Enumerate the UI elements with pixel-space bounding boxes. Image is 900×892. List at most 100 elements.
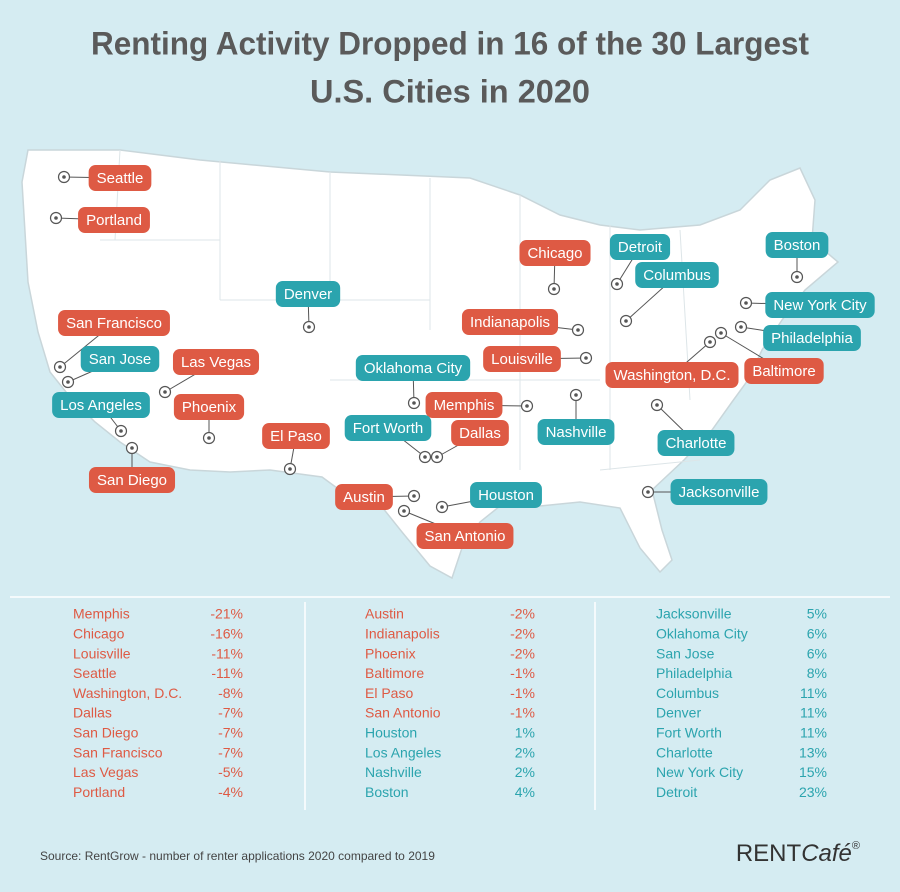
label-box: [173, 394, 245, 420]
logo-part: Café: [801, 840, 852, 867]
pin-dot: [615, 282, 619, 286]
city-label: San Diego: [88, 467, 176, 493]
city-label: Denver: [275, 281, 341, 307]
city-label: San Antonio: [416, 523, 514, 549]
pin-dot: [576, 328, 580, 332]
pin-dot: [440, 505, 444, 509]
pin-dot: [624, 319, 628, 323]
table-city: Chicago: [73, 626, 125, 642]
pin-dot: [795, 275, 799, 279]
logo: RENTCafé®: [736, 840, 860, 867]
table-change: 2%: [515, 744, 535, 760]
city-name: Columbus: [643, 267, 711, 284]
pin-dot: [552, 287, 556, 291]
city-label: Columbus: [635, 262, 719, 288]
city-label: Charlotte: [657, 430, 735, 456]
city-name: Chicago: [527, 245, 582, 262]
city-name: Boston: [774, 237, 821, 254]
city-name: Las Vegas: [181, 354, 251, 371]
table-city: Denver: [656, 705, 701, 721]
city-name: Portland: [86, 212, 142, 229]
city-name: Charlotte: [666, 435, 727, 452]
label-box: [88, 165, 152, 191]
pin-dot: [584, 356, 588, 360]
pin-dot: [207, 436, 211, 440]
city-label: Jacksonville: [670, 479, 768, 505]
city-label: San Francisco: [58, 310, 170, 336]
city-label: Indianapolis: [461, 309, 559, 335]
table-city: San Antonio: [365, 705, 441, 721]
pin-dot: [58, 365, 62, 369]
city-name: El Paso: [270, 428, 322, 445]
city-label: Seattle: [88, 165, 152, 191]
table-change: 2%: [515, 764, 535, 780]
table-city: El Paso: [365, 685, 413, 701]
table-change: 11%: [800, 685, 827, 701]
table-city: Austin: [365, 606, 404, 622]
city-label: San Jose: [80, 346, 160, 372]
table-city: Philadelphia: [656, 665, 732, 681]
label-box: [262, 423, 330, 449]
pin-dot: [423, 455, 427, 459]
pin-dot: [66, 380, 70, 384]
city-name: Phoenix: [182, 399, 237, 416]
source: Source: RentGrow - number of renter appl…: [40, 849, 435, 863]
table-change: -2%: [510, 645, 535, 661]
city-name: Houston: [478, 487, 534, 504]
label-box: [763, 325, 861, 351]
table-city: Phoenix: [365, 645, 416, 661]
label-box: [461, 309, 559, 335]
table-change: 1%: [515, 725, 535, 741]
table-city: Dallas: [73, 705, 112, 721]
table-change: -2%: [510, 606, 535, 622]
label-box: [605, 362, 739, 388]
city-name: Philadelphia: [771, 330, 853, 347]
city-label: Boston: [765, 232, 829, 258]
pin-dot: [435, 455, 439, 459]
pin-dot: [62, 175, 66, 179]
pins: [49, 170, 804, 518]
label-box: [744, 358, 824, 384]
pin-dot: [744, 301, 748, 305]
label-box: [78, 207, 150, 233]
logo-mark: ®: [852, 840, 860, 852]
table-change: 5%: [807, 606, 827, 622]
city-name: San Francisco: [66, 315, 162, 332]
label-box: [765, 232, 829, 258]
label-box: [451, 420, 509, 446]
city-name: Detroit: [618, 239, 663, 256]
label-box: [537, 419, 615, 445]
label-box: [88, 467, 176, 493]
city-label: Dallas: [451, 420, 509, 446]
city-name: San Jose: [89, 351, 152, 368]
pin-dot: [574, 393, 578, 397]
pin-dot: [163, 390, 167, 394]
table-city: Seattle: [73, 665, 117, 681]
table-change: -8%: [218, 685, 243, 701]
table-change: -1%: [510, 665, 535, 681]
table-city: Jacksonville: [656, 606, 732, 622]
table-change: -16%: [210, 626, 243, 642]
labels: Seattle Portland Chicago Detroit Columbus Bos…: [52, 165, 875, 549]
pin-dot: [402, 509, 406, 513]
label-box: [335, 484, 393, 510]
city-name: San Antonio: [425, 528, 506, 545]
city-label: Detroit: [609, 234, 671, 260]
city-label: Houston: [470, 482, 542, 508]
table-change: -1%: [510, 705, 535, 721]
city-label: Austin: [335, 484, 393, 510]
label-box: [416, 523, 514, 549]
label-box: [483, 346, 561, 372]
label-box: [657, 430, 735, 456]
table-change: 23%: [799, 784, 827, 800]
logo-part: RENT: [736, 840, 802, 867]
table-city: Columbus: [656, 685, 719, 701]
city-name: Los Angeles: [60, 397, 142, 414]
city-label: El Paso: [262, 423, 330, 449]
table-city: Memphis: [73, 606, 130, 622]
label-box: [609, 234, 671, 260]
table-city: Indianapolis: [365, 626, 440, 642]
city-label: Baltimore: [744, 358, 824, 384]
city-name: San Diego: [97, 472, 167, 489]
table-change: 6%: [807, 626, 827, 642]
